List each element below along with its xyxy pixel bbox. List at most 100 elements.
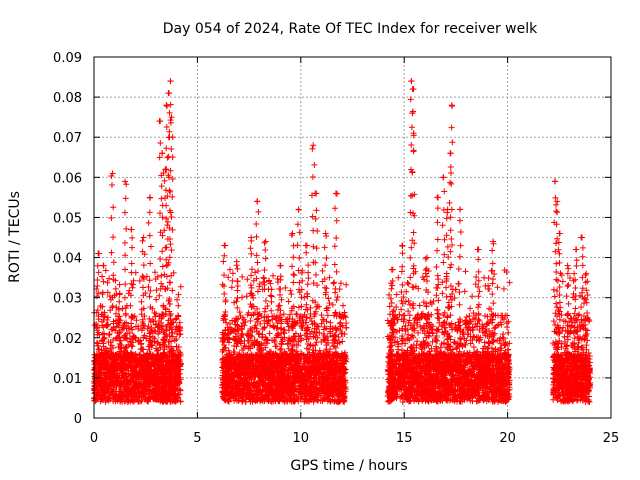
data-point (155, 356, 162, 363)
data-point (266, 330, 273, 337)
data-point (110, 382, 117, 389)
data-point (139, 273, 146, 280)
data-point (128, 313, 135, 320)
data-point (118, 363, 125, 370)
data-point (151, 353, 158, 360)
data-point (112, 396, 119, 403)
data-point (171, 337, 178, 344)
data-point (172, 362, 179, 369)
data-point (116, 313, 123, 320)
data-point (104, 347, 111, 354)
data-point (107, 307, 114, 314)
data-point (104, 279, 111, 286)
data-point (129, 377, 136, 384)
data-point (174, 397, 181, 404)
data-point (287, 287, 294, 294)
data-point (175, 291, 182, 298)
data-point (127, 379, 134, 386)
data-point (103, 321, 110, 328)
data-point (99, 331, 106, 338)
data-point (106, 373, 113, 380)
data-point (162, 355, 169, 362)
data-point (113, 323, 120, 330)
data-point (112, 277, 119, 284)
data-point (101, 381, 108, 388)
data-point (116, 354, 123, 361)
data-point (101, 370, 108, 377)
data-point (146, 346, 153, 353)
data-point (135, 357, 142, 364)
data-point (173, 373, 180, 380)
data-point (94, 392, 101, 399)
data-point (158, 396, 165, 403)
data-point (146, 371, 153, 378)
data-point (143, 388, 150, 395)
data-point (138, 298, 145, 305)
data-point (99, 396, 106, 403)
data-point (123, 344, 130, 351)
data-point (128, 351, 135, 358)
data-point (144, 350, 151, 357)
data-point (145, 398, 152, 405)
data-point (153, 287, 160, 294)
data-point (236, 309, 243, 316)
data-point (144, 355, 151, 362)
data-point (96, 346, 103, 353)
data-point (102, 267, 109, 274)
data-point (160, 329, 167, 336)
data-point (277, 345, 284, 352)
data-point (175, 343, 182, 350)
data-point (104, 397, 111, 404)
data-point (125, 370, 132, 377)
data-point (150, 358, 157, 365)
data-point (174, 358, 181, 365)
data-point (107, 362, 114, 369)
data-point (107, 383, 114, 390)
data-point (301, 294, 308, 301)
data-point (169, 356, 176, 363)
data-point (136, 277, 143, 284)
data-point (239, 294, 246, 301)
data-point (154, 340, 161, 347)
data-point (119, 305, 126, 312)
data-point (124, 388, 131, 395)
data-point (168, 380, 175, 387)
data-point (119, 324, 126, 331)
data-point (162, 374, 169, 381)
data-point (114, 350, 121, 357)
data-point (123, 377, 130, 384)
data-point (128, 363, 135, 370)
data-point (144, 370, 151, 377)
data-point (102, 388, 109, 395)
data-point (163, 367, 170, 374)
data-point (128, 385, 135, 392)
data-point (239, 273, 246, 280)
data-point (103, 354, 110, 361)
data-point (105, 351, 112, 358)
data-point (153, 296, 160, 303)
data-point (151, 338, 158, 345)
data-point (133, 317, 140, 324)
data-point (112, 365, 119, 372)
data-point (151, 378, 158, 385)
data-point (292, 330, 299, 337)
data-point (116, 290, 123, 297)
data-point (126, 287, 133, 294)
data-point (148, 354, 155, 361)
data-point (131, 334, 138, 341)
data-point (175, 313, 182, 320)
data-point (105, 338, 112, 345)
data-point (113, 375, 120, 382)
data-point (128, 342, 135, 349)
data-point (150, 328, 157, 335)
data-point (326, 274, 333, 281)
data-point (152, 387, 159, 394)
data-point (257, 320, 264, 327)
data-point (102, 350, 109, 357)
data-point (110, 392, 117, 399)
data-point (163, 379, 170, 386)
data-point (141, 383, 148, 390)
data-point (146, 376, 153, 383)
data-point (125, 354, 132, 361)
data-point (164, 391, 171, 398)
